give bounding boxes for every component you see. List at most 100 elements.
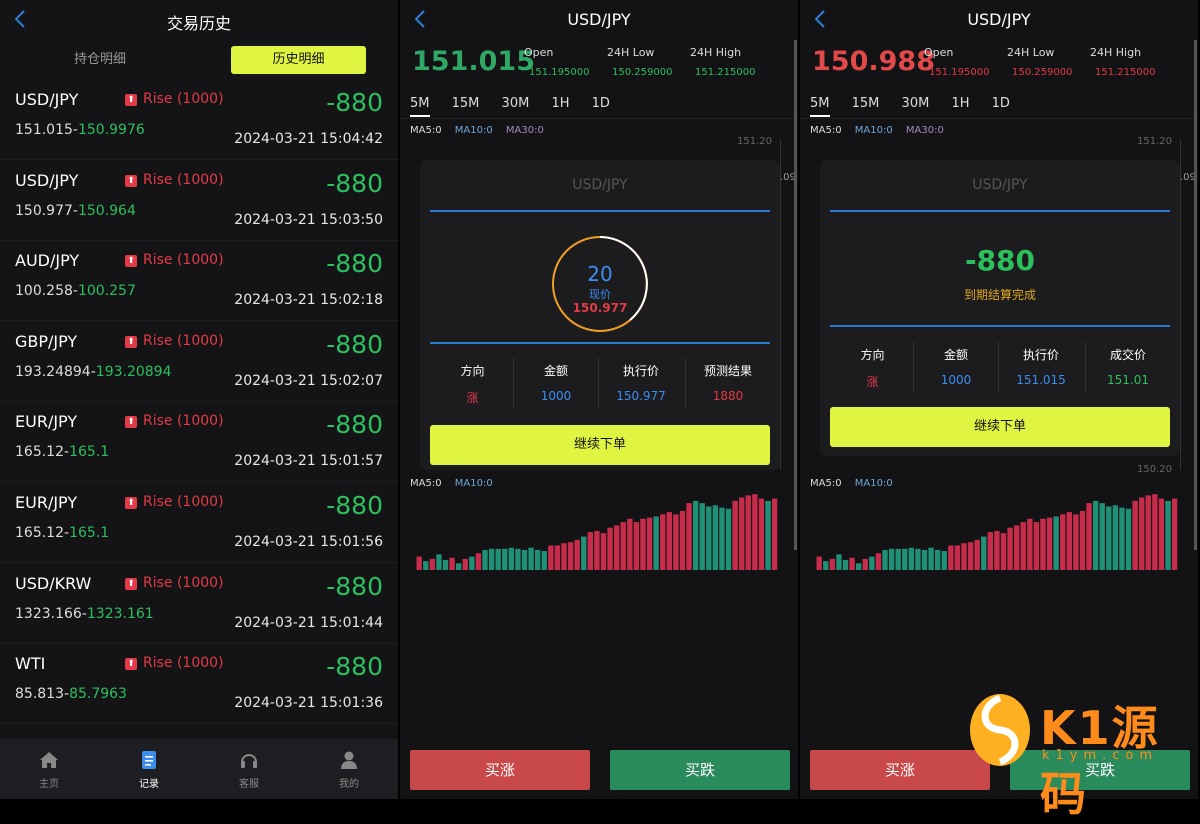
axis-label-bottom: 150.20 [1137,464,1172,475]
history-row[interactable]: USD/KRW ⬆ Rise (1000) -880 1323.166-1323.161… [0,564,398,644]
volume-bar [528,547,534,570]
volume-bar [752,494,758,570]
volume-bar [706,506,712,570]
volume-bar [475,553,482,570]
detail-exec-price: 执行价 150.977 [598,358,683,408]
row-badge-text: Rise (1000) [143,494,224,510]
row-close-price: 150.9976 [77,122,145,138]
history-row[interactable]: GBP/JPY ⬆ Rise (1000) -880 193.24894-193.208… [0,322,398,402]
history-row[interactable]: USD/JPY ⬆ Rise (1000) -880 150.977-150.964 20… [0,161,398,241]
volume-bar [771,498,778,570]
volume-bar [994,531,1000,570]
buy-rise-button[interactable]: 买涨 [810,750,990,790]
row-price-range: 85.813-85.7963 [15,686,127,703]
volume-bar [548,545,554,570]
detail-forecast-label: 预测结果 [703,364,752,378]
row-badge-text: Rise (1000) [143,91,224,107]
volume-bar [1112,505,1119,570]
volume-bar [829,558,836,570]
tf-15m[interactable]: 15M [451,96,480,111]
row-price-range: 165.12-165.1 [15,444,110,461]
row-badge-text: Rise (1000) [143,171,224,188]
row-pnl: -880 [326,571,383,601]
row-symbol: WTI [15,654,46,674]
axis-label-top: 151.20 [1137,136,1172,147]
volume-bar [758,498,765,570]
history-row[interactable]: EUR/JPY ⬆ Rise (1000) -880 165.12-165.1 2024-… [0,483,398,563]
stat-low-label: 24H Low [1007,46,1055,59]
nav-service[interactable]: 客服 [214,749,284,790]
tf-1h[interactable]: 1H [951,96,970,111]
row-price-range: 100.258-100.257 [15,283,136,300]
stat-high: 24H High 151.215000 [690,46,755,78]
nav-records[interactable]: 记录 [114,749,184,790]
watermark-url: k1ym.com [1042,748,1159,763]
history-row[interactable]: USD/JPY ⬆ Rise (1000) -880 151.015-150.9976 2… [0,80,398,160]
tf-1d[interactable]: 1D [591,96,610,111]
order-details: 方向 涨 金额 1000 执行价 150.977 预测结果 1880 [430,358,770,408]
tf-30m[interactable]: 30M [501,96,530,111]
volume-bar [1106,506,1112,570]
row-price-range: 151.015-150.9976 [15,122,145,138]
watermark-logo: K1源码 k1ym.com [968,688,1188,821]
buy-fall-button[interactable]: 买跌 [610,750,790,790]
detail-amount: 金额 1000 [513,358,598,408]
row-price-range: 193.24894-193.20894 [15,363,172,380]
ma10-vol-label: MA10:0 [854,478,893,489]
back-arrow-icon[interactable] [814,9,834,31]
detail-direction-value: 涨 [466,391,479,405]
stat-low-value: 150.259000 [1012,67,1073,78]
stat-low: 24H Low 150.259000 [607,46,672,78]
detail-direction-label: 方向 [860,348,885,362]
back-arrow-icon[interactable] [414,9,434,31]
volume-bar [620,522,626,570]
tab-holdings[interactable]: 持仓明细 [73,52,126,67]
history-row[interactable]: WTI ⬆ Rise (1000) -880 85.813-85.7963 2024-03… [0,644,398,725]
tf-1h[interactable]: 1H [551,96,570,111]
detail-amount-value: 1000 [940,373,972,387]
tf-5m[interactable]: 5M [810,96,830,117]
volume-bar [1060,514,1066,570]
tf-1d[interactable]: 1D [991,96,1010,111]
volume-bar [1053,516,1059,570]
history-row[interactable]: AUD/JPY ⬆ Rise (1000) -880 100.258-100.257 20… [0,241,398,322]
stat-high: 24H High 151.215000 [1090,46,1155,78]
buy-fall-button[interactable]: 买跌 [1010,750,1190,790]
detail-exec-price-value: 150.977 [616,389,666,403]
back-arrow-icon[interactable] [14,9,34,31]
row-pnl: -880 [326,410,383,440]
volume-chart [816,494,1178,570]
buy-rise-button[interactable]: 买涨 [410,750,590,790]
history-row[interactable]: EUR/JPY ⬆ Rise (1000) -880 165.12-165.1 2024-… [0,402,398,483]
scrollbar[interactable] [1194,40,1197,550]
nav-mine[interactable]: 我的 [314,749,384,790]
ma5-label: MA5:0 [410,125,442,136]
volume-bar [869,556,875,570]
continue-order-button[interactable]: 继续下单 [830,407,1170,447]
volume-bar [1013,525,1020,570]
rise-arrow-icon: ⬆ [125,94,137,106]
divider [800,118,1198,119]
modal-rule-top [430,210,770,212]
volume-bar [692,500,699,570]
volume-bar [719,507,725,570]
volume-bar [1099,503,1105,570]
tf-30m[interactable]: 30M [901,96,930,111]
row-pnl: -880 [326,329,383,359]
settlement-pnl: -880 [964,244,1036,277]
tab-history[interactable]: 历史明细 [231,46,366,74]
row-direction-badge: ⬆ Rise (1000) [125,655,224,671]
continue-order-button[interactable]: 继续下单 [430,425,770,465]
nav-home[interactable]: 主页 [14,749,84,790]
row-badge-text: Rise (1000) [143,655,224,672]
detail-fill-price-label: 成交价 [1109,348,1146,362]
tf-15m[interactable]: 15M [851,96,880,111]
tf-5m[interactable]: 5M [410,96,430,117]
row-symbol: AUD/JPY [15,251,80,271]
countdown-seconds: 20 [587,262,613,286]
modal-title: USD/JPY [572,177,628,193]
row-open-price: 193.24894 [15,363,91,380]
scrollbar[interactable] [794,40,797,550]
volume-bar [1033,522,1040,570]
row-price-range: 1323.166-1323.161 [15,605,154,622]
